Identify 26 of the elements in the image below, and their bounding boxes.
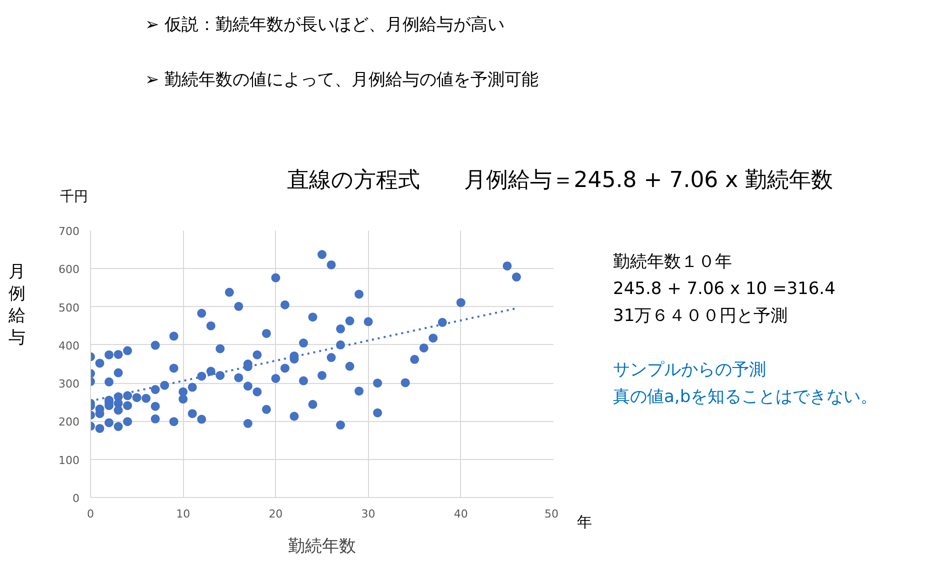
y-tick-label: 100 (58, 454, 80, 467)
y-tick-label: 700 (58, 225, 80, 238)
y-tick-label: 600 (58, 263, 80, 276)
text: 千円 (60, 188, 88, 207)
x-tick-label: 0 (87, 508, 94, 520)
text: 31万６４００円と予測 (613, 305, 788, 328)
y-tick-label: 300 (58, 378, 80, 391)
chart-title: 直線の方程式 月例給与＝245.8 + 7.06 x 勤続年数 (286, 167, 834, 195)
y-tick-label: 400 (58, 339, 80, 352)
text: ➢ 勤続年数の値によって、月例給与の値を予測可能 (145, 69, 539, 92)
y-tick-label: 200 (58, 416, 80, 429)
text: 245.8 + 7.06 x 10 =316.4 (613, 278, 836, 301)
x-tick-label: 50 (544, 508, 559, 520)
text: サンプルからの予測 (613, 359, 766, 382)
x-tick-label: 30 (361, 508, 376, 520)
y-tick-label: 0 (72, 492, 80, 505)
text: 真の値a,bを知ることはできない。 (613, 386, 878, 409)
text: 勤続年数１０年 (613, 251, 732, 274)
text: 年 (577, 512, 592, 533)
y-tick-label: 500 (58, 301, 80, 314)
x-tick-label: 40 (454, 508, 468, 520)
x-tick-label: 10 (176, 508, 190, 520)
text: ➢ 仮説：勤続年数が長いほど、月例給与が高い (145, 14, 505, 37)
x-axis-title: 勤続年数 (288, 536, 356, 556)
x-tick-label: 20 (268, 508, 283, 520)
y-axis-title: 月例給与 (8, 261, 26, 350)
